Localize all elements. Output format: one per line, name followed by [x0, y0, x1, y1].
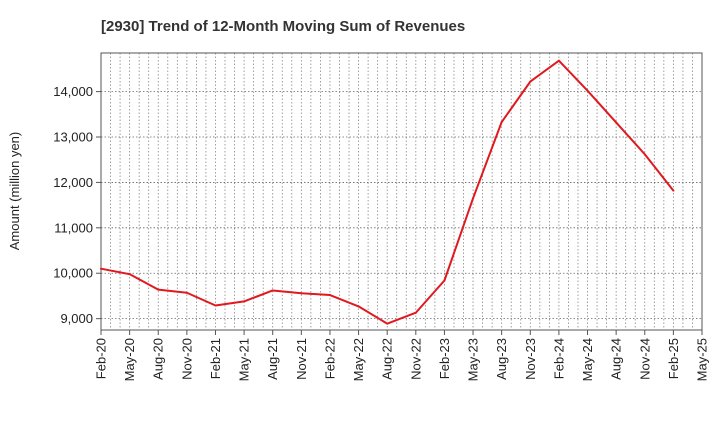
- data-point: [586, 89, 589, 92]
- data-point: [672, 189, 675, 192]
- y-axis-label: Amount (million yen): [7, 132, 22, 251]
- data-point: [557, 59, 560, 62]
- y-tick-label: 13,000: [53, 130, 93, 145]
- data-point: [271, 289, 274, 292]
- x-tick-label: Aug-21: [265, 338, 280, 380]
- x-tick-label: Aug-23: [494, 338, 509, 380]
- y-axis-ticks: 9,000 10,000 11,000 12,000 13,000 14,000: [53, 84, 101, 326]
- data-point: [100, 267, 102, 270]
- plot-area-frame: [100, 52, 703, 331]
- x-tick-label: May-22: [351, 338, 366, 381]
- data-point: [643, 153, 646, 156]
- chart-title: [2930] Trend of 12-Month Moving Sum of R…: [101, 18, 465, 35]
- y-tick-label: 14,000: [53, 84, 93, 99]
- x-tick-label: May-23: [466, 338, 481, 381]
- x-tick-label: Nov-23: [523, 338, 538, 380]
- data-point: [529, 80, 532, 83]
- data-point: [500, 121, 503, 124]
- x-tick-label: Feb-25: [666, 338, 681, 379]
- x-tick-label: May-20: [122, 338, 137, 381]
- x-tick-label: May-25: [695, 338, 710, 381]
- x-tick-label: Aug-22: [380, 338, 395, 380]
- x-tick-label: Nov-21: [294, 338, 309, 380]
- x-axis-ticks: Feb-20 May-20 Aug-20 Nov-20 Feb-21 May-21 Aug-…: [94, 330, 710, 381]
- x-tick-label: Feb-23: [437, 338, 452, 379]
- series-group: [100, 59, 675, 325]
- grid-lines: [101, 53, 702, 330]
- data-point: [128, 273, 131, 276]
- x-tick-label: Feb-21: [208, 338, 223, 379]
- x-tick-label: Nov-20: [179, 338, 194, 380]
- x-tick-label: Nov-22: [408, 338, 423, 380]
- data-point: [243, 300, 246, 303]
- data-point: [414, 311, 417, 314]
- y-tick-label: 10,000: [53, 266, 93, 281]
- data-point: [300, 292, 303, 295]
- data-point: [214, 304, 217, 307]
- x-tick-label: Feb-20: [94, 338, 109, 379]
- x-tick-label: Feb-24: [551, 338, 566, 379]
- data-point: [386, 322, 389, 325]
- x-tick-label: May-24: [580, 338, 595, 381]
- x-tick-label: Feb-22: [322, 338, 337, 379]
- data-point: [185, 291, 188, 294]
- data-point: [472, 197, 475, 200]
- data-point: [443, 279, 446, 282]
- data-point: [328, 294, 331, 297]
- y-tick-label: 12,000: [53, 175, 93, 190]
- y-tick-label: 9,000: [60, 311, 93, 326]
- data-point: [357, 305, 360, 308]
- x-tick-label: Aug-24: [609, 338, 624, 380]
- data-point: [615, 121, 618, 124]
- x-tick-label: Nov-24: [637, 338, 652, 380]
- x-tick-label: May-21: [237, 338, 252, 381]
- y-tick-label: 11,000: [54, 220, 93, 235]
- data-point: [157, 288, 160, 291]
- x-tick-label: Aug-20: [151, 338, 166, 380]
